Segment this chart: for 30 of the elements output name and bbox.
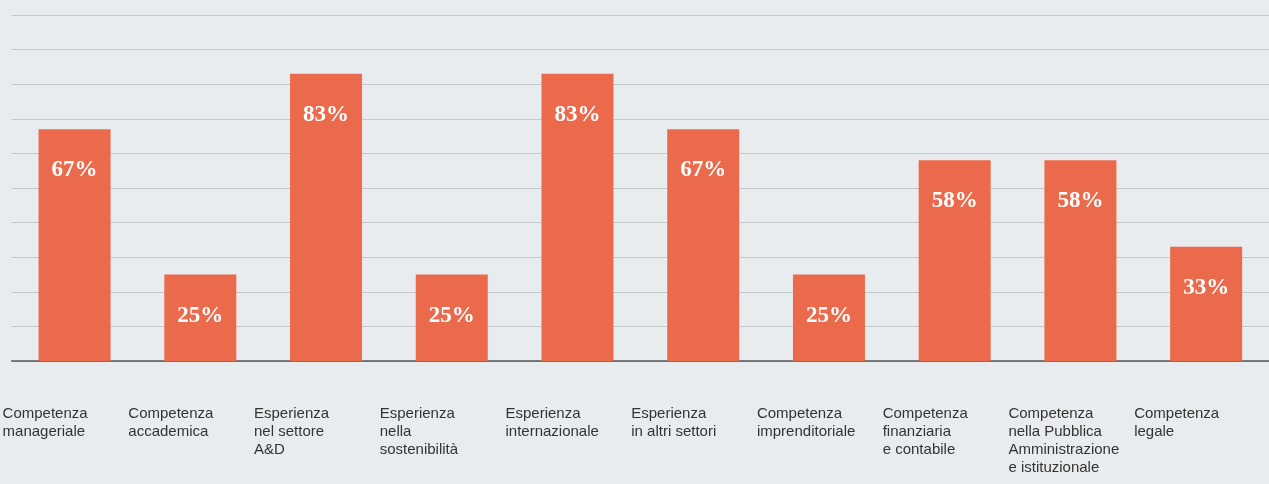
bar: [38, 129, 111, 361]
data-label: 25%: [805, 301, 852, 327]
bar: [918, 160, 991, 361]
data-label: 67%: [51, 156, 98, 182]
bar: [667, 129, 740, 361]
data-label: 58%: [1057, 187, 1104, 213]
x-tick-label: Esperienza nella sostenibilità: [379, 403, 459, 457]
bar: [541, 73, 614, 361]
bar: [290, 73, 363, 361]
data-label: 67%: [680, 156, 727, 182]
x-tick-label: Esperienza in altri settori: [631, 403, 717, 439]
bar: [164, 274, 237, 361]
bar: [1170, 246, 1243, 361]
data-label: 58%: [931, 187, 978, 213]
x-tick-label: Competenza legale: [1134, 403, 1220, 439]
bar: [415, 274, 488, 361]
data-label: 83%: [303, 100, 350, 126]
x-tick-label: Esperienza nel settore A&D: [254, 403, 330, 457]
x-tick-label: Esperienza internazionale: [505, 403, 599, 439]
data-label: 83%: [554, 100, 601, 126]
data-label: 25%: [428, 301, 475, 327]
bar: [1044, 160, 1117, 361]
x-tick-label: Competenza manageriale: [2, 403, 89, 439]
bar: [792, 274, 865, 361]
data-label: 33%: [1183, 273, 1230, 299]
x-tick-label: Competenza imprenditoriale: [756, 403, 856, 439]
x-tick-label: Competenza nella Pubblica Amministrazione e istituzionale: [1008, 403, 1120, 475]
x-tick-label: Competenza accademica: [128, 403, 214, 439]
data-label: 25%: [177, 301, 224, 327]
x-tick-label: Competenza finanziaria e contabile: [882, 403, 969, 457]
